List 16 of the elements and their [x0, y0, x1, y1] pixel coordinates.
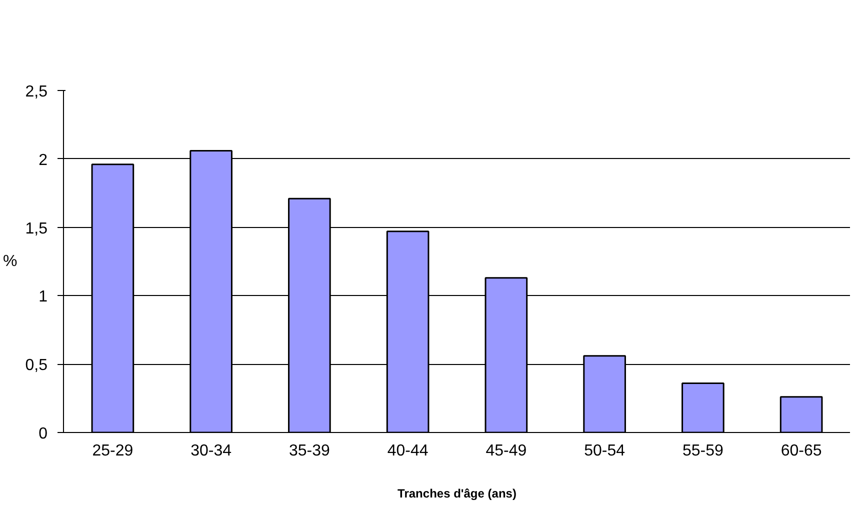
y-tick-label: 1	[38, 288, 48, 306]
y-tick-label: 1,5	[25, 220, 48, 238]
y-tick-label: 2	[38, 152, 48, 169]
x-axis-title: Tranches d'âge (ans)	[398, 486, 516, 500]
x-tick-label: 60-65	[780, 442, 822, 460]
y-tick-label: 0	[38, 426, 48, 442]
x-tick-label: 50-54	[584, 442, 626, 460]
y-tick-label: 0,5	[25, 357, 48, 374]
y-axis-title: %	[3, 253, 18, 270]
x-tick-label: 40-44	[387, 442, 428, 460]
x-tick-label: 25-29	[92, 442, 134, 460]
x-tick-label: 55-59	[682, 442, 724, 460]
y-tick-label: 2,5	[25, 84, 48, 100]
x-tick-label: 30-34	[190, 442, 232, 460]
x-tick-label: 35-39	[288, 442, 330, 460]
x-tick-label: 45-49	[486, 442, 527, 460]
